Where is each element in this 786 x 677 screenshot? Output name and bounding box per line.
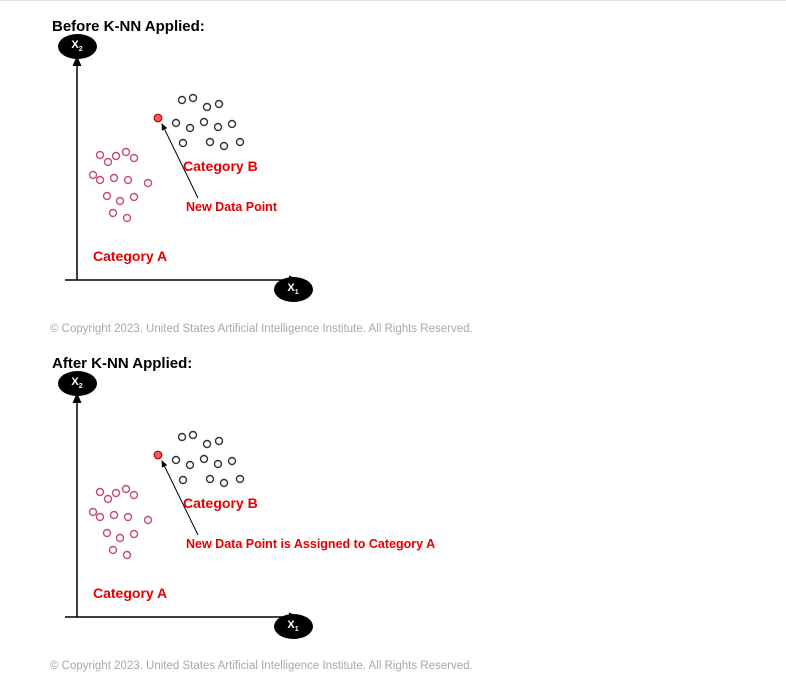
category-a-point	[90, 509, 97, 516]
category-a-point	[110, 547, 117, 554]
category-a-point	[131, 155, 138, 162]
category-b-point	[190, 432, 197, 439]
category-a-point	[125, 177, 132, 184]
before-knn-section: Before K-NN Applied: X2 X1 Category A Ca…	[0, 0, 786, 340]
category-a-point	[97, 514, 104, 521]
x-axis-label-text-2: X1	[287, 619, 298, 633]
y-axis-label-text-2: X2	[71, 376, 82, 390]
category-a-point	[111, 175, 118, 182]
category-b-point	[229, 121, 236, 128]
category-b-point	[204, 104, 211, 111]
category-a-point	[131, 531, 138, 538]
category-b-point	[215, 124, 222, 131]
category-a-point	[125, 514, 132, 521]
y-axis-label-oval-2: X2	[58, 371, 97, 396]
category-a-point	[113, 153, 120, 160]
category-b-point	[187, 125, 194, 132]
category-a-point	[123, 149, 130, 156]
category-a-point	[111, 512, 118, 519]
after-chart-svg	[0, 337, 786, 657]
category-a-point	[117, 535, 124, 542]
x-axis-label-text: X1	[287, 282, 298, 296]
category-b-point	[180, 477, 187, 484]
category-b-point	[190, 95, 197, 102]
category-a-point	[97, 489, 104, 496]
category-b-point	[179, 97, 186, 104]
after-knn-section: After K-NN Applied: X2 X1 Category A Cat…	[0, 337, 786, 677]
new-data-point	[154, 451, 162, 459]
category-b-point	[207, 139, 214, 146]
category-a-point	[97, 152, 104, 159]
category-a-label: Category A	[93, 248, 167, 264]
before-chart-svg	[0, 0, 786, 320]
category-b-point	[221, 480, 228, 487]
x-axis-label-oval: X1	[274, 277, 313, 302]
new-data-point	[154, 114, 162, 122]
category-b-point	[201, 456, 208, 463]
category-b-point	[237, 139, 244, 146]
category-a-point	[124, 552, 131, 559]
category-a-label-2: Category A	[93, 585, 167, 601]
category-a-point	[90, 172, 97, 179]
y-axis-label-oval: X2	[58, 34, 97, 59]
category-b-point	[173, 457, 180, 464]
category-b-point	[215, 461, 222, 468]
category-b-point	[207, 476, 214, 483]
category-b-point	[201, 119, 208, 126]
category-b-point	[173, 120, 180, 127]
category-a-point	[124, 215, 131, 222]
category-a-point	[117, 198, 124, 205]
category-a-point	[131, 194, 138, 201]
category-b-point	[216, 438, 223, 445]
category-b-point	[204, 441, 211, 448]
category-a-point	[104, 193, 111, 200]
category-a-point	[123, 486, 130, 493]
category-a-point	[97, 177, 104, 184]
category-a-point	[145, 517, 152, 524]
category-a-point	[105, 496, 112, 503]
category-b-point	[229, 458, 236, 465]
category-b-point	[179, 434, 186, 441]
category-b-point	[180, 140, 187, 147]
category-a-point	[104, 530, 111, 537]
y-axis-label-text: X2	[71, 39, 82, 53]
category-a-point	[131, 492, 138, 499]
category-b-point	[187, 462, 194, 469]
new-data-point-label-2: New Data Point is Assigned to Category A	[186, 537, 435, 551]
copyright-text-2: © Copyright 2023. United States Artifici…	[50, 660, 473, 672]
category-b-label-2: Category B	[183, 495, 258, 511]
category-a-point	[113, 490, 120, 497]
category-b-point	[237, 476, 244, 483]
category-a-point	[105, 159, 112, 166]
category-b-point	[221, 143, 228, 150]
category-b-point	[216, 101, 223, 108]
copyright-text-1: © Copyright 2023. United States Artifici…	[50, 323, 473, 335]
x-axis-label-oval-2: X1	[274, 614, 313, 639]
category-a-point	[110, 210, 117, 217]
new-data-point-label: New Data Point	[186, 200, 277, 214]
category-b-label: Category B	[183, 158, 258, 174]
category-a-point	[145, 180, 152, 187]
